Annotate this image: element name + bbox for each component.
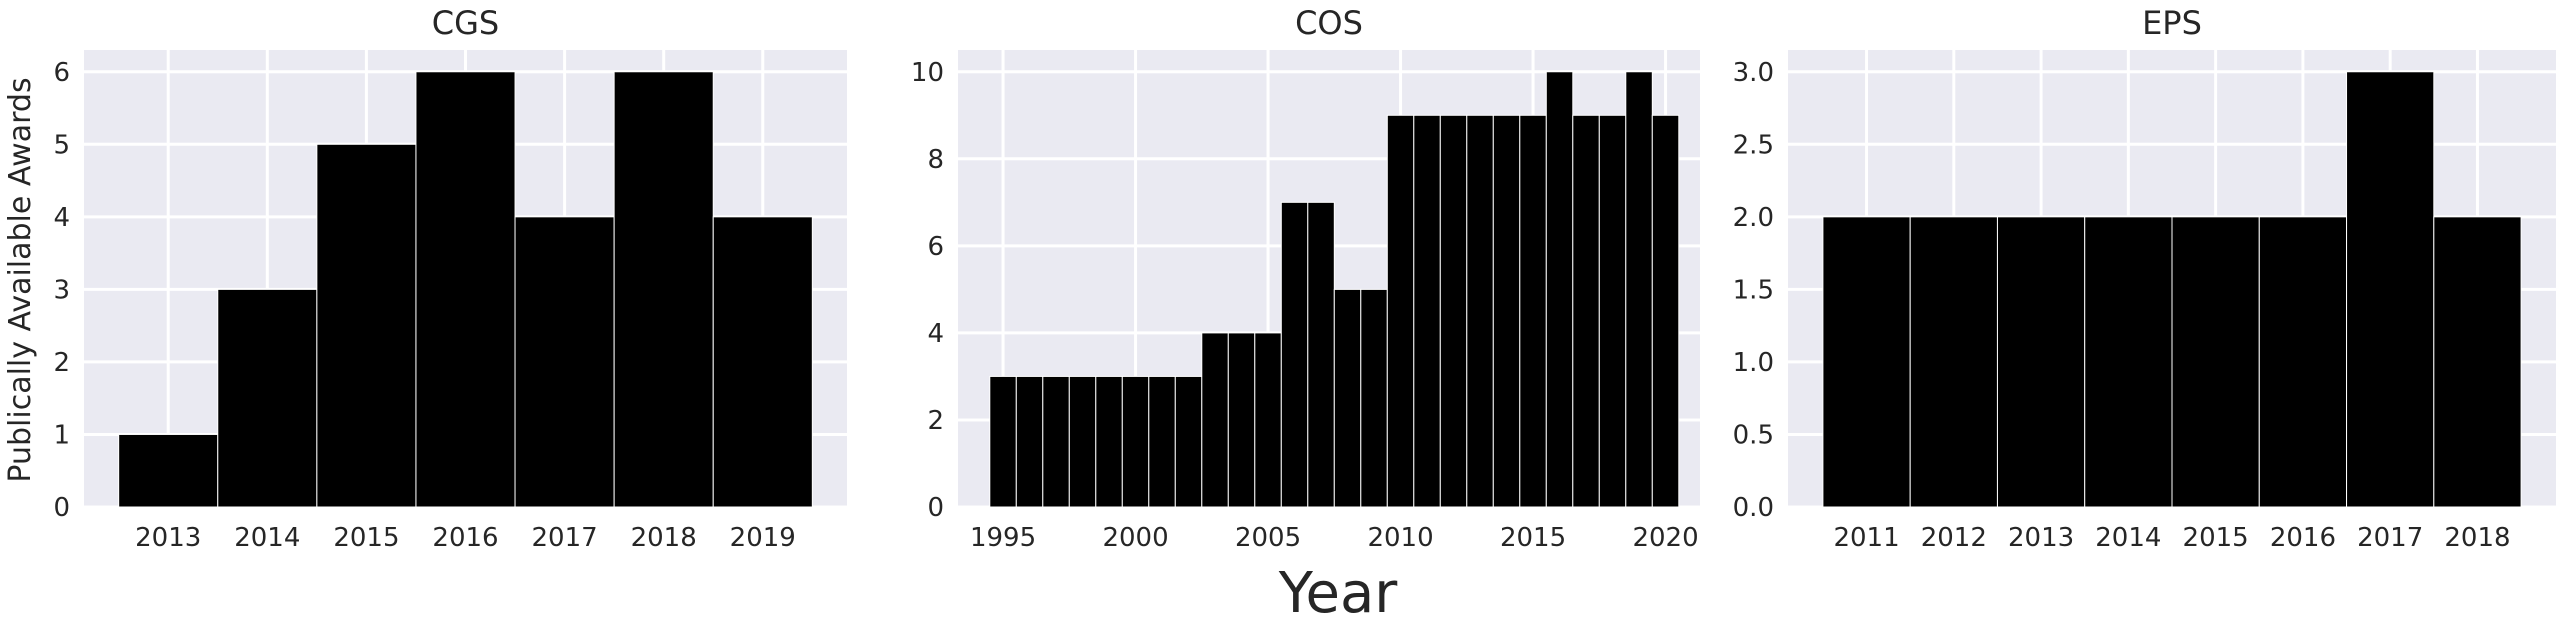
bar-1999 [1095,375,1123,508]
bar-2009 [1360,288,1388,508]
x-tick-label: 2020 [1632,523,1698,553]
x-tick-label: 2010 [1367,523,1433,553]
bar-2018 [2433,216,2522,508]
y-tick-label: 4 [927,319,944,349]
x-tick-label: 2014 [234,523,300,553]
bar-2015 [1519,114,1547,508]
bar-2008 [1333,288,1362,508]
chart-title: COS [1295,4,1363,42]
bar-2007 [1307,201,1335,508]
y-tick-label: 1.0 [1733,348,1774,378]
y-tick-label: 0.5 [1733,420,1774,450]
bar-2017 [2346,71,2435,508]
y-tick-label: 6 [927,232,944,262]
bar-2014 [2084,216,2173,508]
bar-2013 [118,433,219,508]
chart-panel-cgs: 0 1 2 3 4 5 6 2013 2014 2015 2016 2017 2018 2019 CGS [53,4,847,553]
bar-2015 [316,143,417,508]
bar-2016 [1545,71,1574,508]
bar-2018 [613,71,714,508]
x-tick-label: 2005 [1235,523,1301,553]
x-tick-label: 2018 [631,523,697,553]
y-tick-label: 8 [927,145,944,175]
y-tick-label: 5 [53,130,70,160]
y-axis-label: Publically Available Awards [3,77,38,482]
bar-2014 [217,288,318,508]
panels: 0 1 2 3 4 5 6 2013 2014 2015 2016 2017 2018 2019 CGS 0 2… [53,4,2556,553]
x-tick-label: 2000 [1102,523,1168,553]
y-tick-label: 0 [927,493,944,523]
bar-2017 [1572,114,1600,508]
x-tick-label: 2011 [1833,523,1899,553]
y-tick-label: 3 [53,275,70,305]
x-tick-label: 2015 [2183,523,2249,553]
x-tick-label: 2019 [730,523,796,553]
y-tick-label: 2 [927,406,944,436]
bar-2017 [514,216,615,508]
chart-title: CGS [432,4,499,42]
x-tick-label: 2012 [1921,523,1987,553]
x-tick-label: 2018 [2444,523,2510,553]
bar-2003 [1201,332,1229,508]
y-tick-label: 2.0 [1733,203,1774,233]
chart-panel-eps: 0.0 0.5 1.0 1.5 2.0 2.5 3.0 2011 2012 2013 2014 201… [1733,4,2556,553]
bar-2012 [1439,114,1468,508]
x-axis-label: Year [1278,561,1399,626]
bar-2013 [1996,216,2086,508]
bar-2011 [1413,114,1441,508]
bar-2015 [2171,216,2260,508]
bar-1995 [989,375,1017,508]
bar-2016 [415,71,516,508]
x-tick-label: 2015 [1500,523,1566,553]
y-tick-label: 10 [911,58,944,88]
bar-2019 [1625,71,1653,508]
bar-2005 [1254,332,1282,508]
bar-1998 [1068,375,1097,508]
chart-panel-cos: 0 2 4 6 8 10 1995 2000 2005 2010 2015 2020 COS [911,4,1700,553]
bar-2004 [1227,332,1256,508]
y-tick-label: 1 [53,420,70,450]
bar-2012 [1909,216,1998,508]
bar-2002 [1174,375,1203,508]
x-tick-label: 2015 [333,523,399,553]
y-tick-label: 2 [53,348,70,378]
bar-2010 [1386,114,1415,508]
bar-2006 [1280,201,1309,508]
y-tick-label: 1.5 [1733,275,1774,305]
y-tick-label: 0.0 [1733,493,1774,523]
chart-title: EPS [2142,4,2202,42]
bar-2013 [1466,114,1494,508]
y-tick-label: 4 [53,203,70,233]
bar-2014 [1492,114,1521,508]
x-tick-label: 2016 [432,523,498,553]
bar-1997 [1042,375,1070,508]
x-tick-label: 2013 [135,523,201,553]
y-tick-label: 2.5 [1733,130,1774,160]
x-tick-label: 2014 [2095,523,2161,553]
bar-2011 [1822,216,1911,508]
x-tick-label: 2017 [2357,523,2423,553]
bar-1996 [1015,375,1044,508]
bar-2019 [712,216,813,508]
y-tick-label: 3.0 [1733,58,1774,88]
x-tick-label: 2013 [2008,523,2074,553]
bar-2001 [1148,375,1176,508]
x-tick-label: 2016 [2270,523,2336,553]
bar-2000 [1121,375,1150,508]
x-tick-label: 2017 [532,523,598,553]
bar-2016 [2258,216,2348,508]
y-tick-label: 6 [53,58,70,88]
bar-2020 [1651,114,1680,508]
y-tick-label: 0 [53,493,70,523]
x-tick-label: 1995 [970,523,1036,553]
bar-2018 [1598,114,1627,508]
